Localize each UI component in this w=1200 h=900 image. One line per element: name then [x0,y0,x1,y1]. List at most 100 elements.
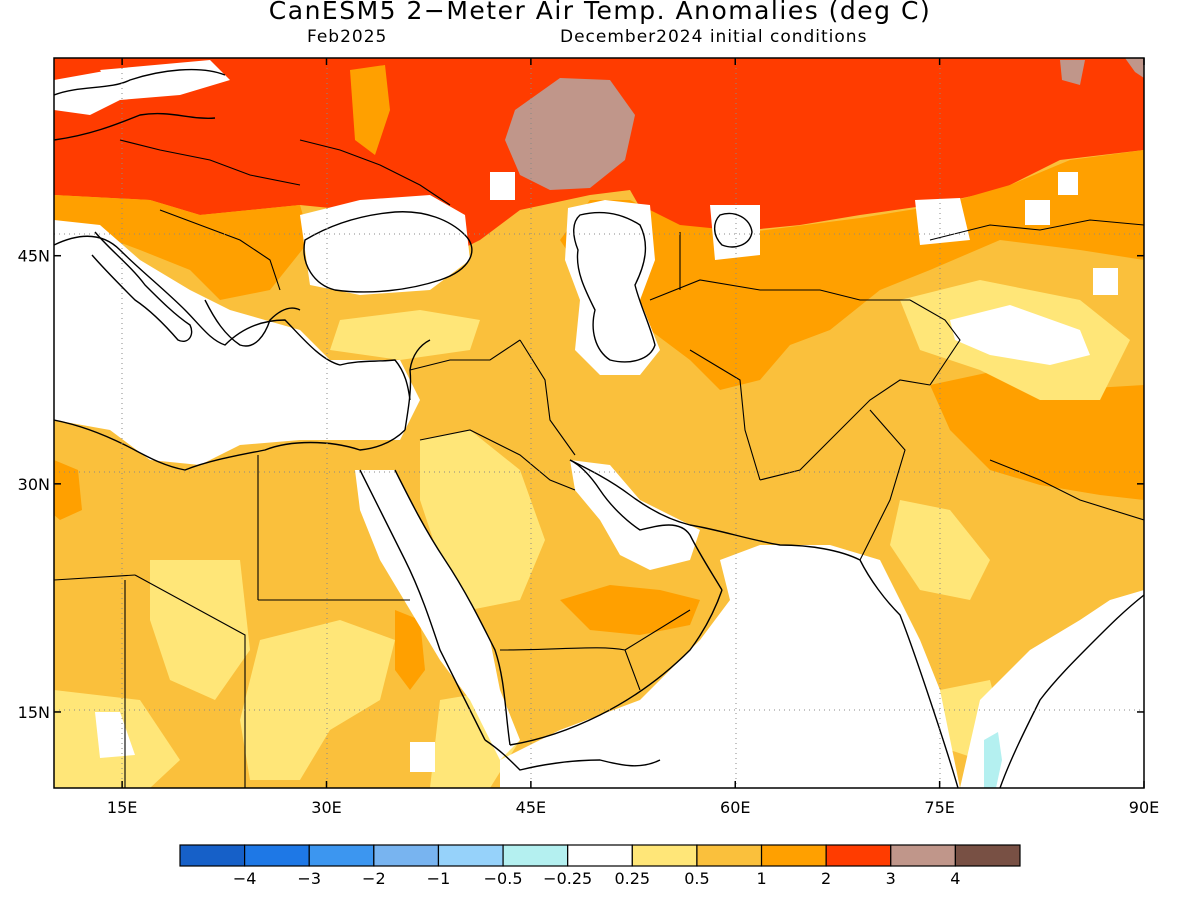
colorbar-label: −2 [362,869,386,888]
colorbar-swatch [954,844,1021,867]
border-china-west [909,299,961,386]
border-algeria-libya [54,574,136,581]
latitude-ticks: 45N 30N 15N [18,247,1144,722]
lon-tick-label: 15E [107,798,137,817]
colorbar-swatch [373,844,440,867]
colorbar-swatch [760,844,827,867]
coastline-horn [484,739,661,771]
colorbar-label: 3 [886,869,896,888]
border-turkey-syria [409,339,521,371]
anomaly-region-2-3-finland [350,65,390,155]
coastline-oman-gulf [569,459,723,591]
coastline-iran-south [569,459,861,561]
anomaly-region-white-gulf [570,460,700,570]
border-iran-afghanistan [689,349,761,481]
anomaly-field [54,58,1144,788]
anomaly-region-2-3-sahara [54,460,82,520]
coastline-aral [713,212,753,248]
anomaly-region-yellow-libya [150,560,250,700]
colorbar-label: −0.5 [484,869,523,888]
border-kazakhstan [649,279,910,301]
coastline-india-east [999,594,1144,788]
anomaly-region-brown-1 [505,78,635,190]
anomaly-region-2-3-central [560,150,1144,390]
colorbar-label: 1 [756,869,766,888]
anomaly-region-white-lake-3 [1093,268,1118,295]
lon-tick-label: 90E [1129,798,1159,817]
valid-month-label: Feb2025 [307,27,388,47]
border-saudi-iraq [419,429,576,491]
anomaly-region-cyan-srilanka [984,732,1002,788]
border-libya-chad [134,574,246,788]
anomaly-region-white-lake-5 [490,172,515,200]
anomaly-region-brown-2 [1060,60,1085,85]
border-pakistan-india [859,409,906,561]
anomaly-region-brown-3 [1125,58,1144,78]
anomaly-region-white-baltic [54,70,120,115]
anomaly-region-2-3-tibet [930,370,1144,500]
border-saudi-yemen [499,647,641,691]
lon-tick-label: 45E [516,798,546,817]
coastlines [54,68,1144,788]
colorbar-swatch [502,844,569,867]
coastline-greece [204,299,301,347]
lat-tick-label: 45N [18,247,50,266]
anomaly-region-white-bengal [960,590,1144,788]
anomaly-region-white-lake-6 [410,742,435,772]
colorbar-label: −4 [233,869,257,888]
border-nepal-tibet [989,459,1144,521]
colorbar-swatch [308,844,375,867]
colorbar-label: 0.25 [614,869,650,888]
colorbar-swatch [567,844,633,867]
graticule [54,58,1144,788]
anomaly-region-white-blacksea [300,195,470,295]
colorbar-label: 4 [950,869,960,888]
border-russia-mongolia [929,219,1144,241]
lon-tick-label: 60E [720,798,750,817]
anomaly-region-white-lake-2 [1025,200,1050,225]
lat-tick-label: 30N [18,475,50,494]
coastline-med-north [54,235,411,401]
anomaly-region-yellow-india [890,500,990,600]
colorbar-swatch [825,844,892,867]
colorbar-label: 2 [821,869,831,888]
border-saudi-oman [624,609,691,651]
coastline-red-sea-west [359,469,486,741]
coastline-arabia-west [394,469,511,746]
map-title: CanESM5 2−Meter Air Temp. Anomalies (deg… [268,0,932,25]
longitude-ticks: 15E 30E 45E 60E 75E 90E [107,58,1159,817]
plot-frame [53,57,1145,789]
colorbar-swatch [696,844,763,867]
colorbar-swatch [244,844,310,867]
colorbar-swatch [631,844,698,867]
colorbar-label: −3 [297,869,321,888]
colorbar-label: 0.5 [684,869,709,888]
coastline-north-africa [54,419,406,471]
border-ukraine-russia [299,139,451,206]
colorbar-swatch [890,844,956,867]
anomaly-region-white-tarim [950,305,1090,365]
colorbar: −4 −3 −2 −1 −0.5 −0.25 0.25 0.5 1 2 3 4 [179,844,1021,888]
lat-tick-label: 15N [18,703,50,722]
colorbar-label: −1 [427,869,451,888]
anomaly-region-2-3-redsea [395,610,425,690]
anomaly-region-2-3-arabia [560,585,700,635]
colorbar-label: −0.25 [543,869,592,888]
coastline-caspian [573,211,656,363]
anomaly-region-white-caspian [565,200,660,375]
anomaly-region-yellow-turkey [330,310,480,360]
anomaly-region-white-arabsea [500,545,960,788]
border-balkans [159,209,281,291]
init-conditions-label: December2024 initial conditions [560,27,868,47]
border-iran-iraq [519,339,576,456]
coastline-india-west [859,559,959,788]
coastline-black-sea [303,211,473,293]
colorbar-swatch [179,844,246,867]
border-eastern-europe [119,139,301,186]
lon-tick-label: 30E [311,798,341,817]
coastline-arabia-south [509,589,723,746]
borders [54,139,1144,788]
lon-tick-label: 75E [924,798,954,817]
colorbar-swatch [437,844,504,867]
